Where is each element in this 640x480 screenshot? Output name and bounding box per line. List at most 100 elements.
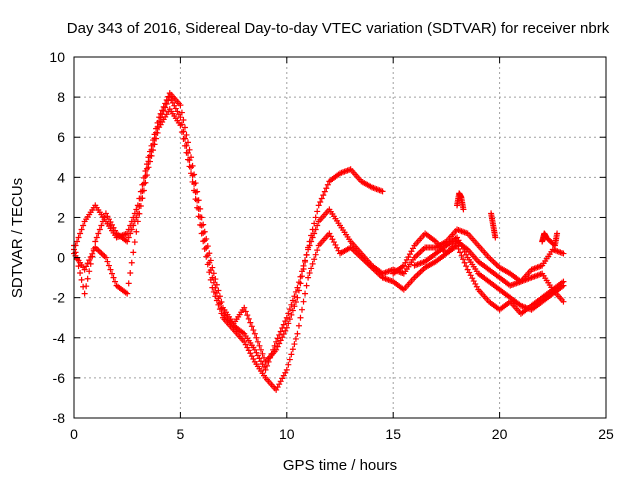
data-point: [318, 195, 325, 202]
data-point: [314, 208, 321, 215]
data-point: [194, 204, 201, 211]
data-point: [288, 311, 295, 318]
x-tick-label: 15: [385, 426, 401, 442]
data-point: [489, 220, 496, 227]
data-point: [267, 354, 274, 361]
data-point: [133, 206, 140, 213]
data-point: [151, 141, 158, 148]
data-point: [276, 340, 283, 347]
data-point: [204, 261, 211, 268]
data-point: [312, 214, 319, 221]
series-track-c: [71, 106, 567, 393]
data-point: [250, 327, 257, 334]
data-point: [452, 235, 459, 242]
data-point: [145, 164, 152, 171]
data-point: [257, 346, 264, 353]
data-point: [183, 131, 190, 138]
data-point: [198, 230, 205, 237]
data-point: [289, 307, 296, 314]
data-point: [484, 252, 491, 259]
data-point: [420, 259, 427, 266]
data-point: [245, 315, 252, 322]
data-point: [189, 178, 196, 185]
data-point: [302, 257, 309, 264]
data-point: [239, 329, 246, 336]
data-point: [89, 250, 96, 257]
data-point: [409, 256, 416, 263]
data-point: [492, 232, 499, 239]
data-point: [282, 318, 289, 325]
data-point: [311, 220, 318, 227]
data-point: [264, 362, 271, 369]
data-point: [558, 249, 565, 256]
data-point: [516, 301, 523, 308]
data-point: [289, 297, 296, 304]
data-point: [285, 310, 292, 317]
data-point: [473, 283, 480, 290]
data-point: [261, 372, 267, 379]
data-point: [81, 290, 88, 297]
data-point: [461, 259, 468, 266]
data-point: [142, 179, 149, 186]
data-point: [104, 258, 111, 265]
data-point: [463, 251, 470, 258]
data-point: [311, 230, 318, 237]
data-point: [431, 237, 438, 244]
axis-ticks: 0 5 10 15 20 25 -8 -6 -4 -2 0 2 4 6 8 10: [49, 49, 614, 442]
data-point: [309, 234, 316, 241]
data-point: [314, 222, 321, 229]
data-point: [297, 314, 304, 321]
y-tick-label: -2: [53, 290, 66, 306]
data-point: [203, 253, 210, 260]
data-point: [215, 301, 222, 308]
data-point: [274, 335, 281, 342]
data-point: [122, 237, 129, 244]
x-tick-label: 20: [492, 426, 508, 442]
data-point: [505, 293, 512, 300]
data-point: [294, 330, 301, 337]
data-point: [305, 246, 312, 253]
data-point: [261, 364, 267, 371]
data-point: [420, 266, 427, 273]
y-tick-label: 4: [57, 169, 65, 185]
data-point: [147, 158, 153, 165]
data-point: [420, 245, 427, 252]
data-point: [130, 222, 137, 229]
data-point: [127, 270, 134, 277]
data-point: [294, 294, 301, 301]
data-point: [314, 247, 321, 254]
data-point: [553, 232, 560, 239]
data-point: [291, 303, 298, 310]
data-point: [92, 238, 99, 245]
data-point: [320, 192, 327, 199]
x-tick-label: 25: [598, 426, 614, 442]
data-point: [271, 385, 278, 392]
data-point: [289, 346, 296, 353]
data-point: [286, 356, 293, 363]
data-point: [473, 256, 480, 263]
data-point: [153, 135, 160, 142]
data-point: [75, 263, 82, 270]
data-point: [180, 117, 187, 124]
data-point: [188, 170, 195, 177]
data-point: [83, 283, 90, 290]
data-point: [128, 226, 135, 233]
data-point: [280, 331, 287, 338]
data-point: [96, 226, 103, 233]
data-point: [294, 284, 301, 291]
data-point: [213, 290, 220, 297]
data-point: [473, 240, 480, 247]
data-point: [78, 226, 85, 233]
data-point: [112, 227, 119, 234]
data-point: [218, 310, 225, 317]
data-point: [77, 230, 84, 237]
data-point: [254, 338, 261, 345]
data-point: [537, 271, 544, 278]
data-point: [285, 320, 292, 327]
data-point: [197, 221, 204, 228]
data-point: [244, 312, 251, 319]
data-point: [273, 338, 280, 345]
data-point: [527, 268, 533, 275]
data-point: [458, 252, 465, 259]
data-point: [93, 234, 100, 241]
